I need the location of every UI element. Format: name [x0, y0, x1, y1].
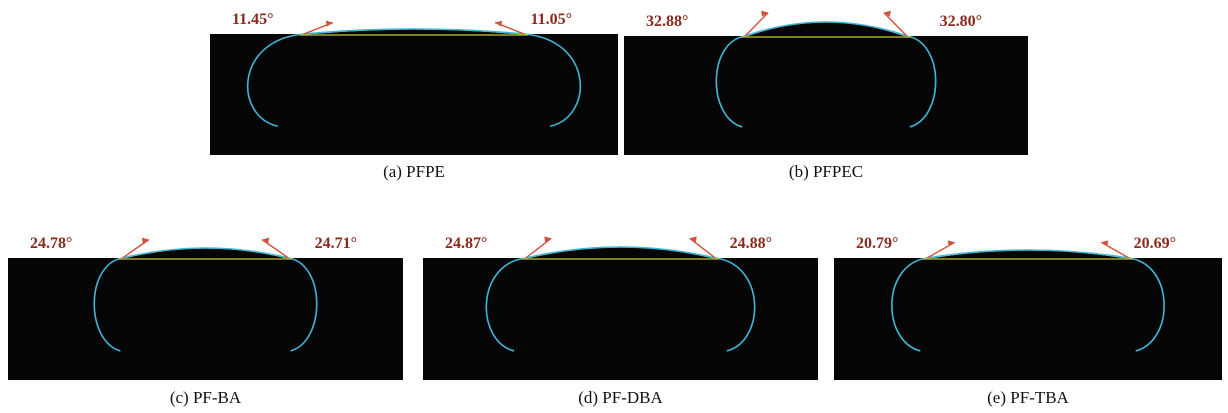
panel: 20.79° 20.69° (e) PF-TBA: [834, 235, 1222, 407]
droplet-image: [8, 258, 403, 380]
panel: 11.45° 11.05° (a) PFPE: [210, 11, 618, 181]
droplet-cap: [745, 23, 907, 38]
droplet-cap: [927, 251, 1129, 260]
caption: (b) PFPEC: [789, 162, 863, 181]
right-angle: 11.05°: [530, 11, 572, 28]
caption: (a) PFPE: [383, 162, 445, 181]
left-angle: 32.88°: [646, 13, 688, 30]
left-angle: 24.87°: [445, 235, 487, 252]
panel: 24.78° 24.71° (c) PF-BA: [8, 235, 403, 407]
droplet-image: [423, 258, 818, 380]
right-angle: 24.71°: [315, 235, 357, 252]
left-angle: 20.79°: [856, 235, 898, 252]
caption: (c) PF-BA: [170, 388, 242, 407]
caption: (e) PF-TBA: [987, 388, 1069, 407]
droplet-image: [624, 36, 1028, 155]
left-angle: 11.45°: [232, 11, 274, 28]
droplet-image: [834, 258, 1222, 380]
panel: 32.88° 32.80° (b) PFPEC: [624, 11, 1028, 181]
droplet-cap: [526, 248, 716, 260]
caption: (d) PF-DBA: [578, 388, 663, 407]
right-angle: 24.88°: [730, 235, 772, 252]
panel: 24.87° 24.88° (d) PF-DBA: [423, 235, 818, 407]
droplet-image: [210, 34, 618, 155]
droplet-cap: [123, 249, 289, 260]
right-angle: 20.69°: [1134, 235, 1176, 252]
left-angle: 24.78°: [30, 235, 72, 252]
right-angle: 32.80°: [940, 13, 982, 30]
figure: 11.45° 11.05° (a) PFPE 32.88° 32.80° (b) PFPE…: [0, 0, 1228, 413]
